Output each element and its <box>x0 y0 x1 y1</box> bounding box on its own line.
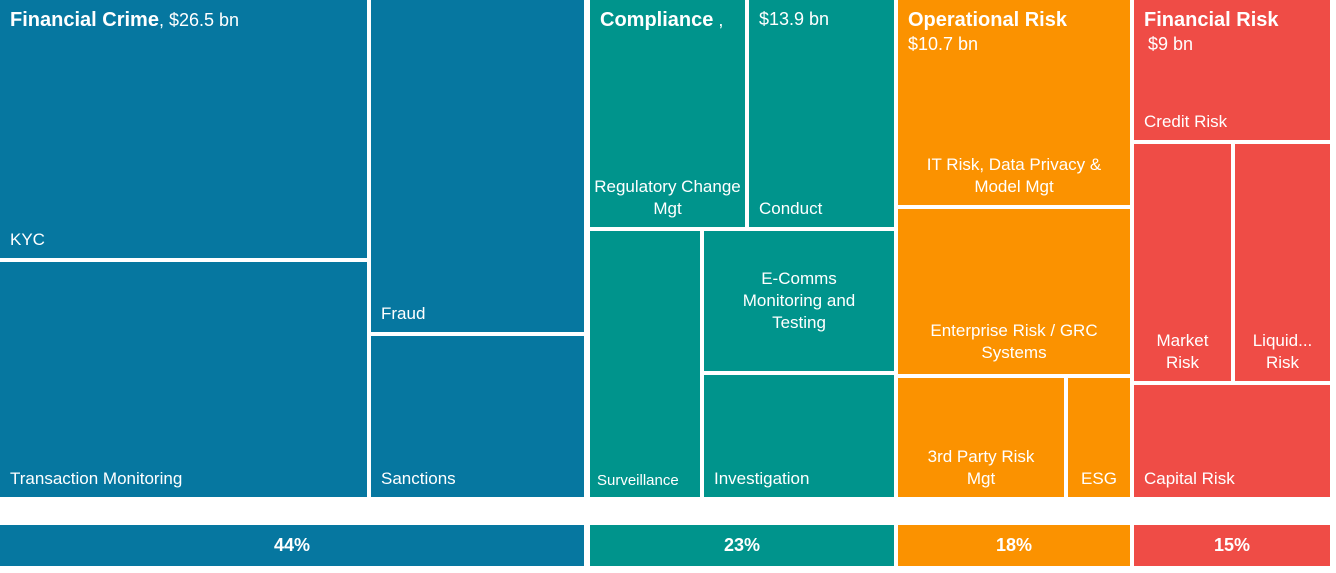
tile-label-esg: ESG <box>1081 468 1117 488</box>
group-title-operational-risk: Operational Risk $10.7 bn <box>908 8 1124 56</box>
group-value-text: $13.9 bn <box>759 9 830 29</box>
tile-label-liquidity-risk: Liquid... Risk <box>1252 330 1313 372</box>
group-title-text: Compliance <box>600 9 714 31</box>
bar-segment-financial-risk: 15% <box>1134 525 1330 566</box>
tile-label-regulatory-change-mgt: Regulatory Change Mgt <box>594 176 741 218</box>
bar-percent-financial-risk: 15% <box>1213 535 1251 555</box>
group-title-separator: , <box>713 10 724 30</box>
tile-label-investigation: Investigation <box>714 468 810 488</box>
group-title-separator: , <box>158 10 169 30</box>
tile-label-market-risk: Market Risk <box>1156 330 1209 372</box>
bar-percent-compliance: 23% <box>723 535 761 555</box>
group-title-compliance: Compliance , <box>600 8 739 33</box>
tile-3rd-party-risk-mgt: 3rd Party Risk Mgt <box>898 378 1064 497</box>
tile-label-ecomms-monitoring-and-testing: E-Comms Monitoring and Testing <box>742 268 856 333</box>
tile-capital-risk: Capital Risk <box>1134 385 1330 497</box>
tile-label-enterprise-risk-grc-systems: Enterprise Risk / GRC Systems <box>930 320 1098 362</box>
tile-kyc: Financial Crime, $26.5 bn KYC <box>0 0 367 258</box>
tile-credit-risk: Financial Risk $9 bn Credit Risk <box>1134 0 1330 140</box>
group-title-text: Financial Risk <box>1144 9 1279 31</box>
tile-regulatory-change-mgt: Compliance , Regulatory Change Mgt <box>590 0 745 227</box>
bar-percent-operational-risk: 18% <box>995 535 1033 555</box>
tile-label-conduct: Conduct <box>759 198 823 218</box>
group-value-text: $9 bn <box>1148 34 1194 54</box>
group-title-text: Financial Crime <box>10 9 159 31</box>
bar-segment-financial-crime: 44% <box>0 525 584 566</box>
tile-transaction-monitoring: Transaction Monitoring <box>0 262 367 497</box>
tile-enterprise-risk-grc-systems: Enterprise Risk / GRC Systems <box>898 209 1130 374</box>
tile-label-3rd-party-risk-mgt: 3rd Party Risk Mgt <box>927 446 1035 488</box>
tile-it-risk-data-privacy-model-mgt: Operational Risk $10.7 bn IT Risk, Data … <box>898 0 1130 205</box>
tile-fraud: Fraud <box>371 0 584 332</box>
tile-label-transaction-monitoring: Transaction Monitoring <box>10 468 183 488</box>
group-value-compliance: $13.9 bn <box>759 8 888 31</box>
tile-label-kyc: KYC <box>10 229 45 249</box>
tile-label-capital-risk: Capital Risk <box>1144 468 1235 488</box>
tile-liquidity-risk: Liquid... Risk <box>1235 144 1330 381</box>
tile-ecomms-monitoring-and-testing: E-Comms Monitoring and Testing <box>704 231 894 371</box>
tile-sanctions: Sanctions <box>371 336 584 497</box>
group-title-financial-crime: Financial Crime, $26.5 bn <box>10 8 361 33</box>
bar-percent-financial-crime: 44% <box>273 535 311 555</box>
bar-segment-compliance: 23% <box>590 525 894 566</box>
bar-segment-operational-risk: 18% <box>898 525 1130 566</box>
tile-label-credit-risk: Credit Risk <box>1144 111 1228 131</box>
group-value-text: $26.5 bn <box>168 10 240 30</box>
tile-label-surveillance: Surveillance <box>597 471 679 489</box>
group-value-text: $10.7 bn <box>908 34 979 54</box>
tile-label-it-risk-data-privacy-model-mgt: IT Risk, Data Privacy & Model Mgt <box>926 154 1102 196</box>
tile-esg: ESG <box>1068 378 1130 497</box>
tile-label-sanctions: Sanctions <box>381 468 456 488</box>
tile-conduct: $13.9 bn Conduct <box>749 0 894 227</box>
tile-label-fraud: Fraud <box>381 303 426 323</box>
tile-market-risk: Market Risk <box>1134 144 1231 381</box>
group-title-text: Operational Risk <box>908 9 1067 31</box>
tile-surveillance: Surveillance <box>590 231 700 497</box>
tile-investigation: Investigation <box>704 375 894 497</box>
group-title-financial-risk: Financial Risk $9 bn <box>1144 8 1324 56</box>
